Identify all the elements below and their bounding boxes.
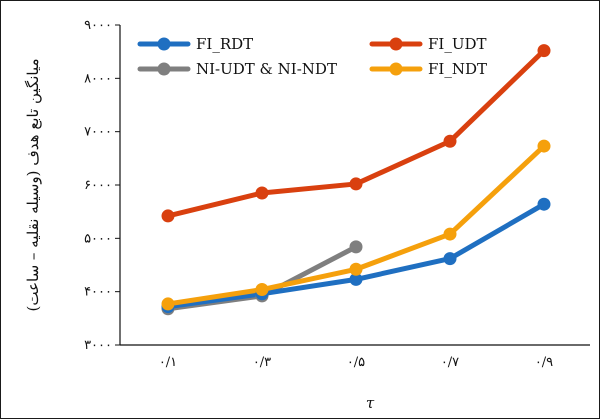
legend-item: FI_UDT	[369, 35, 487, 53]
series-points	[161, 44, 551, 316]
data-point	[349, 177, 363, 191]
data-point	[537, 139, 551, 153]
y-axis-title: میانگین تابع هدف (وسیله نقلیه – ساعت)	[24, 58, 42, 311]
legend-swatch-marker	[389, 37, 403, 51]
x-tick-label: ۰/۵	[347, 355, 365, 370]
data-point	[537, 197, 551, 211]
x-tick-label: ۰/۹	[535, 355, 553, 370]
y-tick-label: ۷۰۰۰	[84, 125, 112, 140]
legend-label: FI_RDT	[196, 35, 253, 53]
y-tick-label: ۵۰۰۰	[84, 231, 112, 246]
series-line-fi-rdt	[165, 201, 547, 310]
x-axis-title: τ	[366, 394, 375, 412]
legend-swatch-marker	[157, 37, 171, 51]
x-tick-label: ۰/۳	[253, 355, 271, 370]
data-point	[255, 186, 269, 200]
x-tick-label: ۰/۷	[441, 355, 459, 370]
legend-label: FI_UDT	[428, 35, 487, 53]
y-tick-label: ۳۰۰۰	[84, 338, 112, 353]
legend-item: FI_RDT	[137, 35, 253, 53]
data-point	[349, 240, 363, 254]
data-point	[349, 272, 363, 286]
y-ticks: ۳۰۰۰ ۴۰۰۰ ۵۰۰۰ ۶۰۰۰ ۷۰۰۰ ۸۰۰۰ ۹۰۰۰	[84, 18, 120, 353]
x-ticks: ۰/۱ ۰/۳ ۰/۵ ۰/۷ ۰/۹	[159, 355, 553, 370]
legend-item: FI_NDT	[369, 60, 487, 78]
legend-label: FI_NDT	[428, 60, 487, 78]
legend-item: NI-UDT & NI-NDT	[137, 60, 337, 78]
legend-swatch-marker	[389, 62, 403, 76]
y-tick-label: ۴۰۰۰	[84, 285, 112, 300]
data-point	[349, 262, 363, 276]
y-tick-label: ۸۰۰۰	[84, 71, 112, 86]
data-point	[443, 227, 457, 241]
y-tick-label: ۶۰۰۰	[84, 178, 112, 193]
data-point	[161, 297, 175, 311]
legend-label: NI-UDT & NI-NDT	[196, 60, 337, 78]
legend-swatch-marker	[157, 62, 171, 76]
data-point	[255, 283, 269, 297]
x-tick-label: ۰/۱	[159, 355, 177, 370]
data-point	[443, 252, 457, 266]
data-point	[443, 134, 457, 148]
y-tick-label: ۹۰۰۰	[84, 18, 112, 33]
data-point	[537, 44, 551, 58]
legend: FI_RDT FI_UDT NI-UDT & NI-NDT FI_NDT	[137, 35, 487, 78]
data-point	[161, 209, 175, 223]
